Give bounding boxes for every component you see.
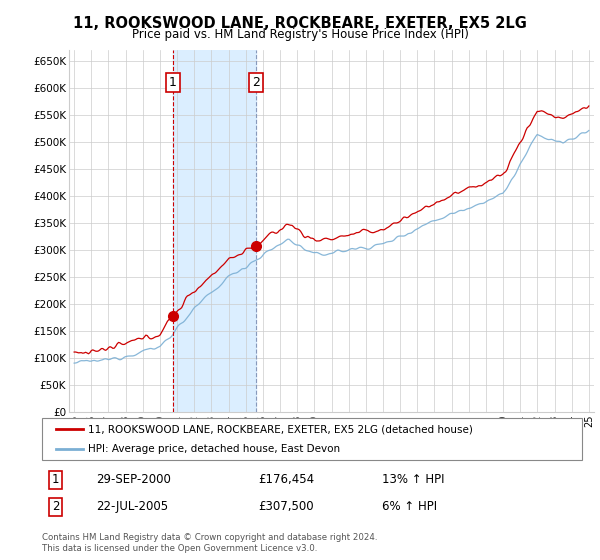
Text: Contains HM Land Registry data © Crown copyright and database right 2024.
This d: Contains HM Land Registry data © Crown c… bbox=[42, 533, 377, 553]
Text: 2: 2 bbox=[52, 500, 59, 513]
Text: 22-JUL-2005: 22-JUL-2005 bbox=[96, 500, 168, 513]
Text: Price paid vs. HM Land Registry's House Price Index (HPI): Price paid vs. HM Land Registry's House … bbox=[131, 28, 469, 41]
Text: £176,454: £176,454 bbox=[258, 473, 314, 486]
Text: 6% ↑ HPI: 6% ↑ HPI bbox=[382, 500, 437, 513]
Text: 29-SEP-2000: 29-SEP-2000 bbox=[96, 473, 171, 486]
Text: 2: 2 bbox=[252, 76, 260, 89]
FancyBboxPatch shape bbox=[42, 418, 582, 460]
Text: HPI: Average price, detached house, East Devon: HPI: Average price, detached house, East… bbox=[88, 445, 340, 454]
Text: 1: 1 bbox=[169, 76, 177, 89]
Bar bbox=[173, 50, 256, 412]
Text: 11, ROOKSWOOD LANE, ROCKBEARE, EXETER, EX5 2LG: 11, ROOKSWOOD LANE, ROCKBEARE, EXETER, E… bbox=[73, 16, 527, 31]
Text: 11, ROOKSWOOD LANE, ROCKBEARE, EXETER, EX5 2LG (detached house): 11, ROOKSWOOD LANE, ROCKBEARE, EXETER, E… bbox=[88, 424, 473, 434]
Text: 13% ↑ HPI: 13% ↑ HPI bbox=[382, 473, 445, 486]
Text: £307,500: £307,500 bbox=[258, 500, 314, 513]
Text: 1: 1 bbox=[52, 473, 59, 486]
